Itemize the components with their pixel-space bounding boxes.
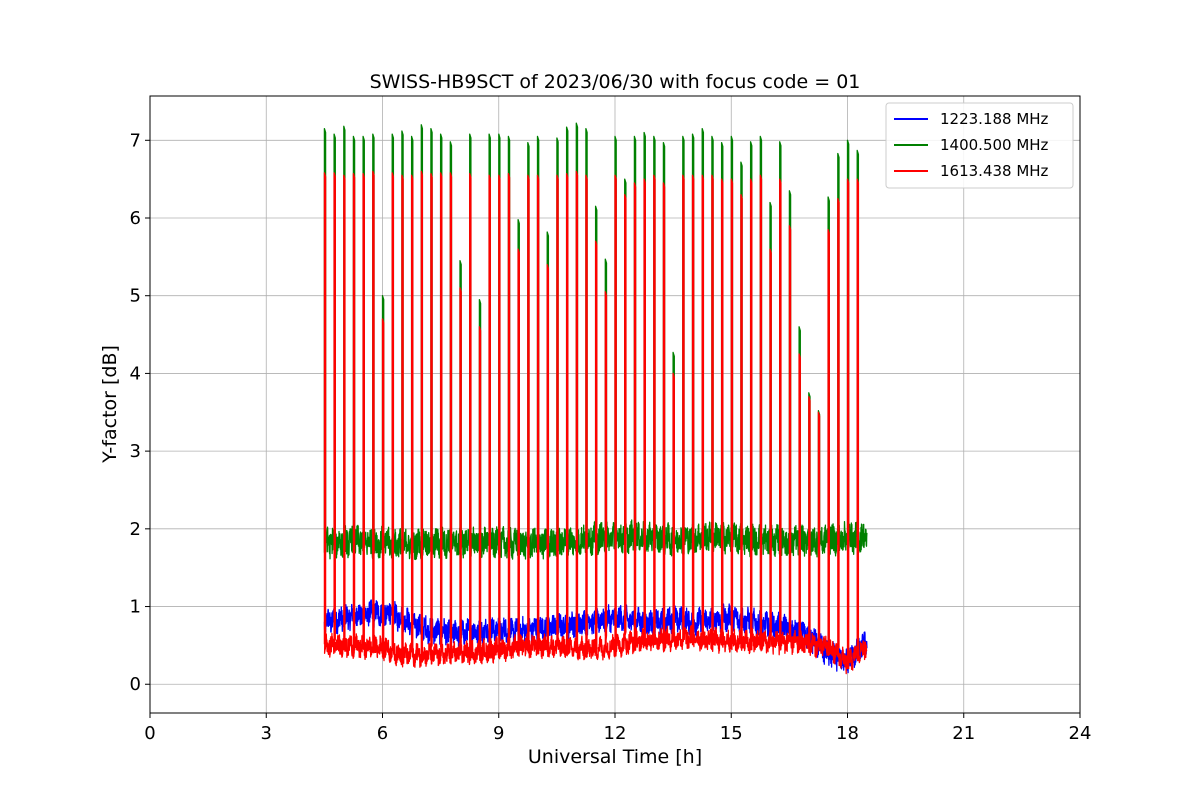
y-axis-label: Y-factor [dB] — [99, 345, 121, 464]
y-tick-label: 6 — [130, 208, 141, 229]
x-axis-label: Universal Time [h] — [528, 746, 702, 768]
y-tick-label: 5 — [130, 286, 141, 307]
y-tick-label: 2 — [130, 519, 141, 540]
y-tick-label: 3 — [130, 441, 141, 462]
chart-title: SWISS-HB9SCT of 2023/06/30 with focus co… — [370, 71, 861, 93]
x-tick-label: 12 — [604, 723, 627, 744]
legend-label: 1400.500 MHz — [940, 136, 1049, 154]
legend-label: 1223.188 MHz — [940, 110, 1049, 128]
x-tick-label: 3 — [261, 723, 272, 744]
x-tick-label: 0 — [144, 723, 155, 744]
y-tick-label: 0 — [130, 674, 141, 695]
legend-box — [885, 102, 1074, 189]
x-tick-label: 18 — [836, 723, 859, 744]
y-tick-label: 7 — [130, 130, 141, 151]
legend: 1223.188 MHz 1400.500 MHz 1613.438 MHz — [885, 102, 1074, 189]
y-tick-label: 4 — [130, 363, 141, 384]
series-line-2 — [323, 170, 868, 675]
x-tick-label: 24 — [1069, 723, 1092, 744]
legend-label: 1613.438 MHz — [940, 162, 1049, 180]
y-tick-label: 1 — [130, 597, 141, 618]
x-tick-label: 9 — [493, 723, 504, 744]
x-tick-label: 15 — [720, 723, 743, 744]
x-tick-label: 6 — [377, 723, 388, 744]
x-tick-label: 21 — [952, 723, 975, 744]
plot-area — [323, 122, 868, 675]
